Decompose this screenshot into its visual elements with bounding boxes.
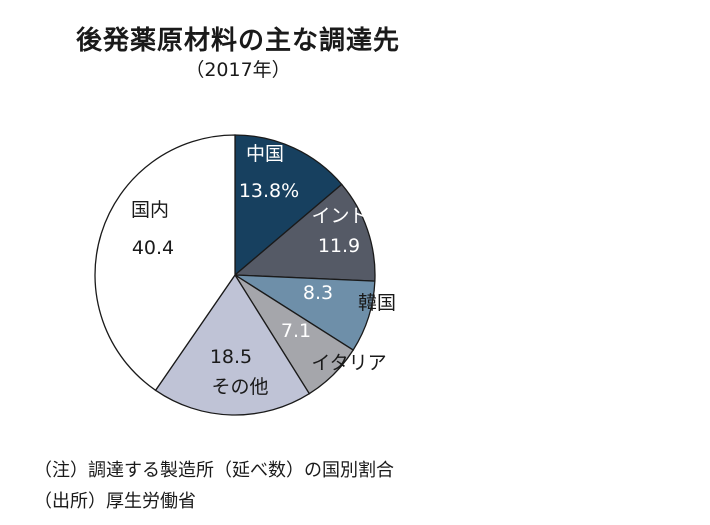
slice-value: 7.1	[281, 320, 311, 342]
slice-label: インド	[311, 205, 368, 227]
slice-label: 中国	[246, 143, 284, 165]
chart-subtitle: （2017年）	[185, 59, 291, 81]
source-note: （出所）厚生労働省	[34, 491, 196, 512]
slice-value: 13.8%	[239, 180, 299, 202]
chart-title: 後発薬原材料の主な調達先	[75, 26, 400, 56]
pie-slice	[94, 134, 236, 392]
slice-value: 40.4	[132, 237, 174, 259]
pie-slice	[234, 134, 343, 277]
slice-value: 18.5	[210, 346, 252, 368]
slice-label: 国内	[131, 199, 169, 221]
pie-slice	[154, 273, 311, 416]
slice-value: 11.9	[318, 235, 360, 257]
slice-label: その他	[211, 376, 268, 398]
slice-label: 韓国	[358, 292, 396, 314]
pie-slice	[233, 183, 376, 282]
slice-label: イタリア	[311, 352, 386, 374]
slice-value: 8.3	[303, 282, 333, 304]
footnote: （注）調達する製造所（延べ数）の国別割合	[34, 460, 394, 481]
